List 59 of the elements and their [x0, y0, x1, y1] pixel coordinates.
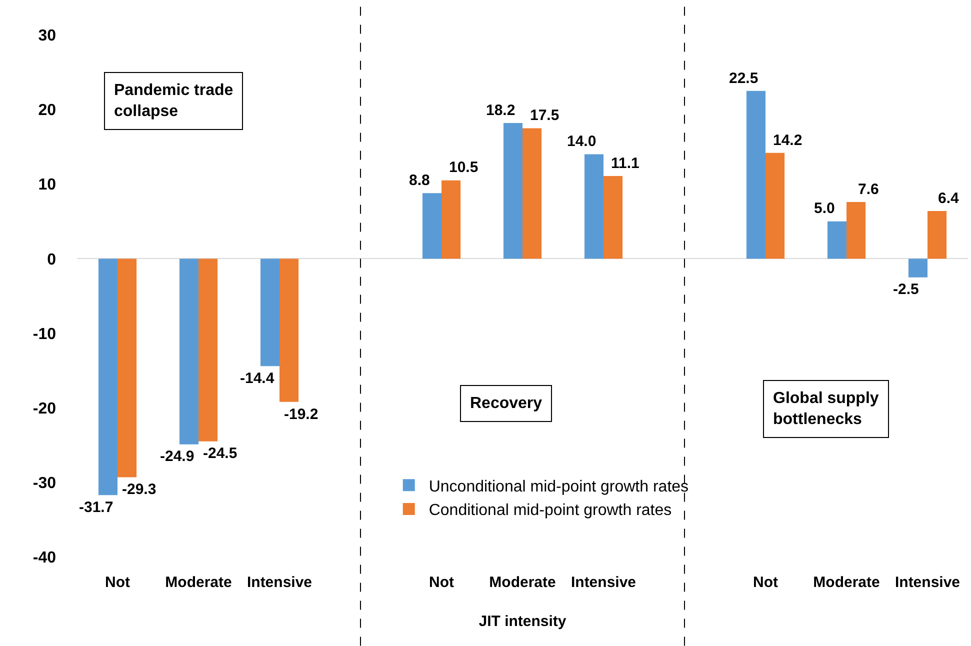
y-tick-label: 30	[38, 28, 56, 45]
bar	[280, 258, 299, 402]
x-tick-label: Intensive	[570, 574, 636, 591]
bar	[422, 193, 442, 259]
bar	[827, 221, 846, 259]
y-tick-label: 0	[47, 251, 56, 268]
y-tick-label: -40	[32, 550, 56, 567]
data-label: -29.3	[122, 481, 156, 498]
data-label: 5.0	[814, 200, 835, 217]
bar	[98, 258, 118, 496]
x-tick-label: Not	[753, 574, 778, 591]
data-label: 14.2	[773, 132, 802, 149]
x-tick-label: Moderate	[813, 574, 880, 591]
data-label: 18.2	[486, 102, 516, 119]
data-label: -14.4	[240, 370, 275, 387]
bar	[503, 122, 522, 259]
data-label: 10.5	[449, 159, 478, 176]
bar	[908, 258, 928, 278]
y-tick-label: 10	[38, 176, 56, 194]
annotation: Pandemic trade collapse	[114, 82, 234, 120]
x-tick-label: Moderate	[489, 574, 556, 591]
bar	[442, 180, 461, 259]
x-tick-label: Intensive	[246, 574, 312, 591]
data-label: 14.0	[567, 133, 596, 150]
x-tick-label: Not	[105, 574, 130, 591]
legend-label: Unconditional mid-point growth rates	[428, 478, 689, 496]
data-label: -24.9	[160, 448, 194, 465]
bar	[928, 210, 947, 259]
data-label: 17.5	[530, 107, 560, 124]
data-label: 11.1	[611, 155, 640, 172]
bar	[746, 90, 766, 259]
x-tick-label: Not	[429, 574, 454, 591]
x-tick-label: Moderate	[165, 574, 232, 591]
data-label: 8.8	[409, 172, 430, 189]
y-tick-label: 20	[38, 102, 56, 120]
x-axis-title: JIT intensity	[478, 613, 567, 630]
bar	[604, 176, 623, 259]
data-label: -19.2	[284, 406, 318, 423]
data-label: -31.7	[79, 499, 114, 516]
bar	[198, 258, 218, 442]
bar	[260, 258, 280, 366]
bar	[522, 128, 542, 259]
bar	[179, 258, 198, 444]
data-label: 7.6	[858, 181, 879, 198]
data-label: -2.5	[893, 281, 919, 298]
y-tick-label: -20	[32, 400, 56, 418]
bar	[766, 152, 785, 259]
bar	[846, 202, 866, 259]
bar	[118, 258, 137, 478]
y-tick-label: -10	[32, 326, 56, 343]
annotation: Global supply bottlenecks	[773, 390, 879, 428]
data-label: 22.5	[729, 70, 758, 87]
annotation: Recovery	[470, 395, 542, 412]
data-label: -24.5	[203, 445, 238, 462]
bar	[584, 154, 604, 259]
x-tick-label: Intensive	[894, 574, 960, 591]
legend-label: Conditional mid-point growth rates	[428, 502, 672, 520]
y-tick-label: -30	[32, 475, 56, 492]
data-label: 6.4	[938, 190, 960, 207]
